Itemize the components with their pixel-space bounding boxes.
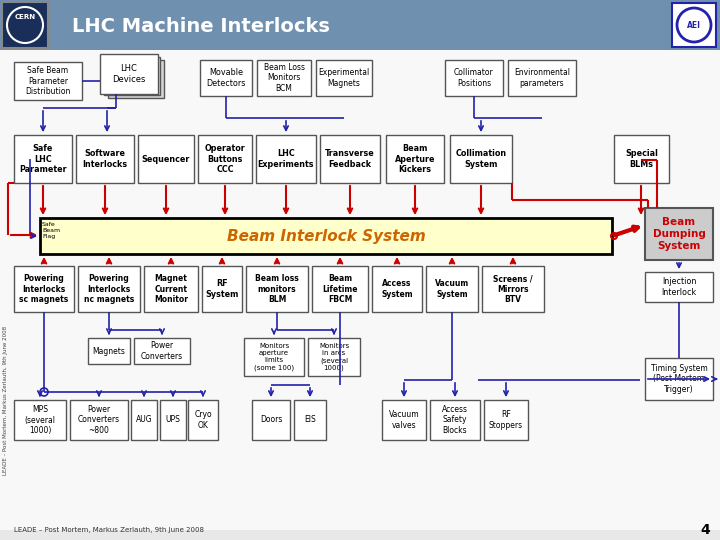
Text: Software
Interlocks: Software Interlocks xyxy=(82,149,127,168)
Text: UPS: UPS xyxy=(166,415,181,424)
Text: AEI: AEI xyxy=(687,21,701,30)
Bar xyxy=(386,135,444,183)
Bar xyxy=(482,266,544,312)
Text: Vacuum
System: Vacuum System xyxy=(435,279,469,299)
Bar xyxy=(88,338,130,364)
Bar xyxy=(76,135,134,183)
Text: LHC Machine Interlocks: LHC Machine Interlocks xyxy=(72,17,330,37)
Bar xyxy=(294,400,326,440)
Bar xyxy=(2,2,48,48)
Bar xyxy=(316,60,372,96)
Bar xyxy=(257,60,311,96)
Text: LHC
Devices: LHC Devices xyxy=(112,64,145,84)
Bar xyxy=(40,218,612,254)
Text: RF
Stoppers: RF Stoppers xyxy=(489,410,523,430)
Bar xyxy=(445,60,503,96)
Text: Magnets: Magnets xyxy=(93,347,125,355)
Text: Beam Loss
Monitors
BCM: Beam Loss Monitors BCM xyxy=(264,63,305,93)
Bar xyxy=(430,400,480,440)
Bar xyxy=(200,60,252,96)
Bar xyxy=(372,266,422,312)
Bar xyxy=(202,266,242,312)
Text: Powering
Interlocks
sc magnets: Powering Interlocks sc magnets xyxy=(19,274,68,304)
Bar xyxy=(246,266,308,312)
Text: MPS
(several
1000): MPS (several 1000) xyxy=(24,405,55,435)
Text: Movable
Detectors: Movable Detectors xyxy=(207,68,246,87)
Text: Beam
Aperture
Kickers: Beam Aperture Kickers xyxy=(395,144,436,174)
Text: Powering
Interlocks
nc magnets: Powering Interlocks nc magnets xyxy=(84,274,134,304)
Bar xyxy=(252,400,290,440)
Text: Magnet
Current
Monitor: Magnet Current Monitor xyxy=(154,274,188,304)
Bar xyxy=(0,0,720,50)
Text: Safe
Beam
Flag: Safe Beam Flag xyxy=(42,222,60,239)
Text: Environmental
parameters: Environmental parameters xyxy=(514,68,570,87)
Bar xyxy=(108,60,164,98)
Bar xyxy=(244,338,304,376)
Text: Collimation
System: Collimation System xyxy=(456,149,507,168)
Text: AUG: AUG xyxy=(135,415,153,424)
Text: Power
Converters: Power Converters xyxy=(141,341,183,361)
Bar xyxy=(320,135,380,183)
Text: Safe Beam
Parameter
Distribution: Safe Beam Parameter Distribution xyxy=(25,66,71,96)
Bar xyxy=(188,400,218,440)
Bar xyxy=(160,400,186,440)
Bar xyxy=(104,57,160,95)
Text: LEADE – Post Mortem, Markus Zerlauth, 9th June 2008: LEADE – Post Mortem, Markus Zerlauth, 9t… xyxy=(4,326,9,475)
Text: LHC
Experiments: LHC Experiments xyxy=(258,149,314,168)
Text: Access
System: Access System xyxy=(381,279,413,299)
Bar xyxy=(134,338,190,364)
Text: Injection
Interlock: Injection Interlock xyxy=(662,278,697,296)
Text: Operator
Buttons
CCC: Operator Buttons CCC xyxy=(204,144,246,174)
Text: Sequencer: Sequencer xyxy=(142,154,190,164)
Bar xyxy=(484,400,528,440)
Text: Experimental
Magnets: Experimental Magnets xyxy=(318,68,369,87)
Bar xyxy=(312,266,368,312)
Bar xyxy=(144,266,198,312)
Bar xyxy=(14,135,72,183)
Bar xyxy=(0,50,720,530)
Text: Doors: Doors xyxy=(260,415,282,424)
Text: Cryo
OK: Cryo OK xyxy=(194,410,212,430)
Bar xyxy=(14,266,74,312)
Text: Timing System
(Post Mortem
Trigger): Timing System (Post Mortem Trigger) xyxy=(651,364,707,394)
Bar xyxy=(100,54,158,94)
Text: Beam Interlock System: Beam Interlock System xyxy=(227,228,426,244)
Text: Safe
LHC
Parameter: Safe LHC Parameter xyxy=(19,144,67,174)
Bar xyxy=(645,272,713,302)
Text: Special
BLMs: Special BLMs xyxy=(625,149,658,168)
Text: Screens /
Mirrors
BTV: Screens / Mirrors BTV xyxy=(493,274,533,304)
Bar xyxy=(308,338,360,376)
Text: Vacuum
valves: Vacuum valves xyxy=(389,410,419,430)
Text: Beam
Dumping
System: Beam Dumping System xyxy=(652,218,706,251)
Bar xyxy=(382,400,426,440)
Bar xyxy=(78,266,140,312)
Bar xyxy=(138,135,194,183)
Bar xyxy=(14,400,66,440)
Bar xyxy=(14,62,82,100)
Bar xyxy=(198,135,252,183)
Text: Transverse
Feedback: Transverse Feedback xyxy=(325,149,375,168)
Bar xyxy=(508,60,576,96)
Text: Access
Safety
Blocks: Access Safety Blocks xyxy=(442,405,468,435)
Bar xyxy=(131,400,157,440)
Text: Monitors
aperture
limits
(some 100): Monitors aperture limits (some 100) xyxy=(254,343,294,371)
Text: LEADE – Post Mortem, Markus Zerlauth, 9th June 2008: LEADE – Post Mortem, Markus Zerlauth, 9t… xyxy=(14,527,204,533)
Text: Monitors
in arcs
(several
1000): Monitors in arcs (several 1000) xyxy=(319,343,349,371)
Text: Beam
Lifetime
FBCM: Beam Lifetime FBCM xyxy=(323,274,358,304)
Bar xyxy=(70,400,128,440)
Bar xyxy=(645,358,713,400)
Bar xyxy=(645,208,713,260)
Bar xyxy=(614,135,669,183)
Text: Power
Converters
~800: Power Converters ~800 xyxy=(78,405,120,435)
Text: Beam loss
monitors
BLM: Beam loss monitors BLM xyxy=(255,274,299,304)
Text: EIS: EIS xyxy=(304,415,316,424)
Text: 4: 4 xyxy=(701,523,710,537)
Bar xyxy=(450,135,512,183)
Text: RF
System: RF System xyxy=(205,279,239,299)
Bar xyxy=(256,135,316,183)
Text: Collimator
Positions: Collimator Positions xyxy=(454,68,494,87)
Bar xyxy=(672,3,716,47)
Bar xyxy=(426,266,478,312)
Text: CERN: CERN xyxy=(14,14,35,20)
